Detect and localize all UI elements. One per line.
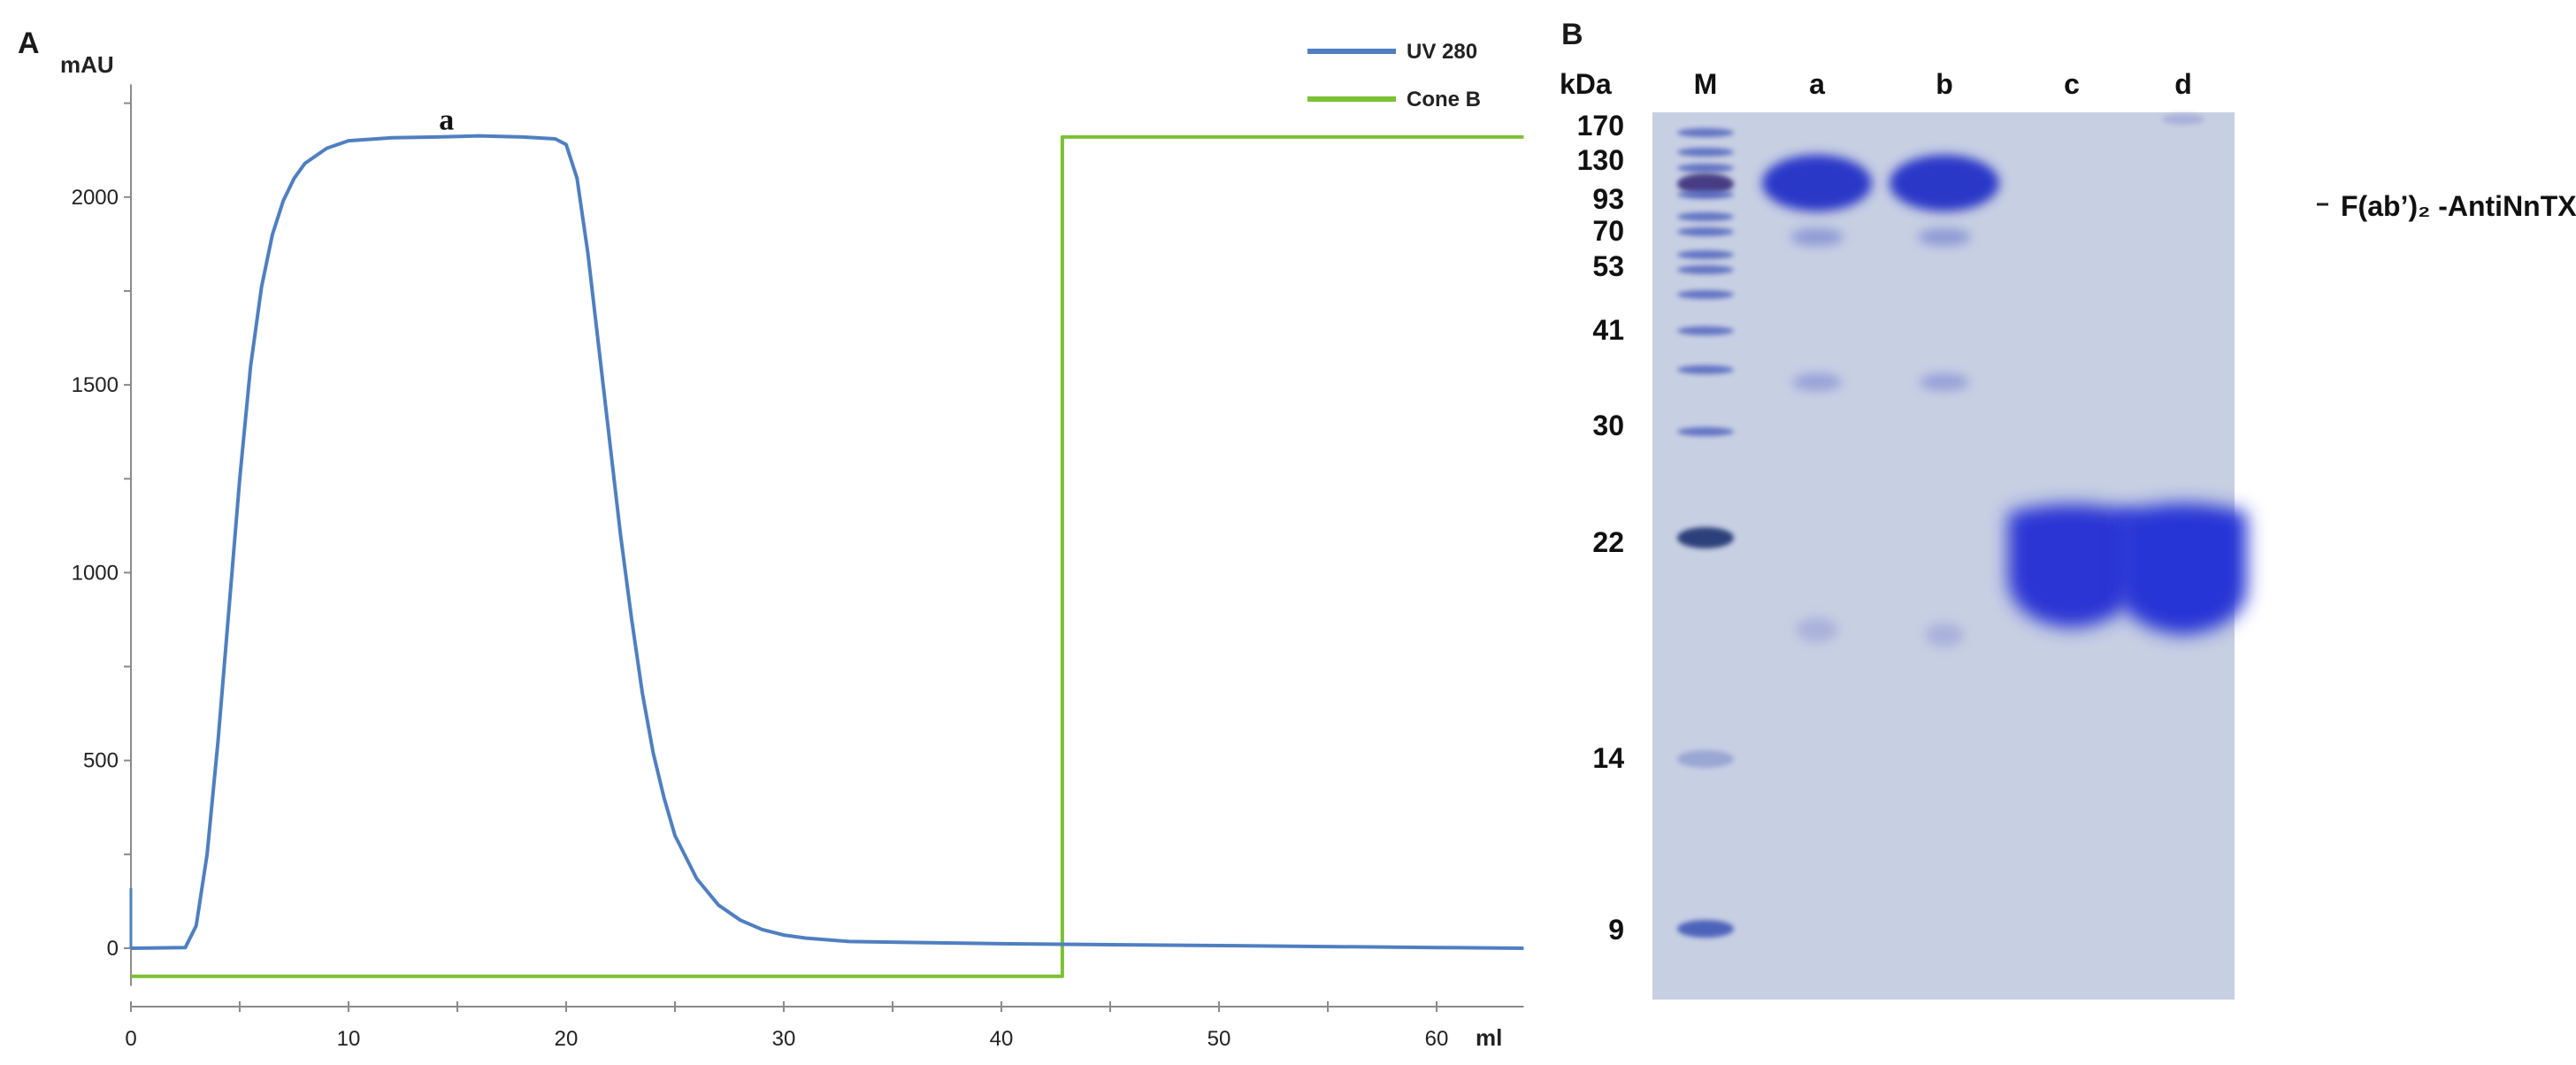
band-lane-a-faint-low xyxy=(1796,617,1838,642)
marker-band xyxy=(1677,164,1734,172)
band-lane-c-broad xyxy=(2008,504,2135,628)
y-axis: 0 500 1000 1500 2000 xyxy=(72,84,132,986)
marker-band xyxy=(1677,227,1734,236)
x-tick-label: 10 xyxy=(337,1027,361,1051)
x-tick-label: 60 xyxy=(1425,1027,1449,1051)
series-line-uv280 xyxy=(130,134,1524,950)
lane-label-d: d xyxy=(2174,68,2192,100)
mw-label-130: 130 xyxy=(1577,144,1624,176)
mw-label-30: 30 xyxy=(1592,410,1624,441)
x-axis-unit-label: ml xyxy=(1476,1024,1502,1051)
y-tick-label: 0 xyxy=(107,937,119,961)
x-tick-label: 30 xyxy=(772,1027,796,1051)
band-lane-b-faint-41 xyxy=(1920,373,1969,391)
chart-legend: UV 280 Cone B xyxy=(1307,40,1481,111)
lane-label-c: c xyxy=(2064,68,2080,100)
lane-label-a: a xyxy=(1809,68,1825,100)
band-lane-a-faint-53 xyxy=(1790,228,1844,246)
marker-bands xyxy=(1677,128,1734,938)
peak-label: a xyxy=(439,103,454,136)
fab2-annotation: F(ab’)₂ -AntiNnTXs xyxy=(2341,190,2576,222)
mw-label-70: 70 xyxy=(1592,215,1624,247)
x-axis: 0 10 20 30 40 50 60 xyxy=(125,1001,1524,1051)
marker-band xyxy=(1677,128,1734,137)
lane-label-b: b xyxy=(1936,68,1953,100)
mw-label-93: 93 xyxy=(1592,183,1624,215)
x-tick-label: 0 xyxy=(125,1027,136,1051)
marker-band xyxy=(1677,750,1734,768)
panel-a-label: A xyxy=(18,27,40,60)
marker-band xyxy=(1677,173,1734,195)
marker-band xyxy=(1677,212,1734,221)
marker-band xyxy=(1677,290,1734,299)
marker-band xyxy=(1677,265,1734,274)
marker-band xyxy=(1677,148,1734,157)
band-lane-b-fab2 xyxy=(1890,155,1999,211)
series-layer xyxy=(129,134,1524,978)
band-lane-a-fab2 xyxy=(1762,155,1872,211)
mw-label-22: 22 xyxy=(1592,526,1624,558)
legend-label-uv280: UV 280 xyxy=(1407,40,1477,64)
y-tick-label: 500 xyxy=(83,749,119,773)
mw-label-53: 53 xyxy=(1592,250,1624,282)
mw-label-41: 41 xyxy=(1592,314,1624,346)
mw-label-14: 14 xyxy=(1592,742,1624,774)
marker-band xyxy=(1677,527,1734,548)
legend-label-cone-b: Cone B xyxy=(1407,88,1481,111)
series-line-cone-b xyxy=(131,134,1524,978)
marker-band xyxy=(1677,190,1734,199)
lane-label-m: M xyxy=(1694,68,1718,100)
marker-band xyxy=(1677,326,1734,335)
band-lane-a-faint-41 xyxy=(1792,373,1842,391)
panel-b-label: B xyxy=(1561,18,1583,51)
band-lane-d-broad xyxy=(2119,503,2247,635)
y-tick-label: 2000 xyxy=(72,186,119,210)
mw-label-9: 9 xyxy=(1608,914,1624,946)
kda-label: kDa xyxy=(1560,68,1612,100)
marker-band xyxy=(1677,427,1734,436)
y-tick-label: 1000 xyxy=(72,561,119,585)
band-lane-b-faint-53 xyxy=(1918,228,1971,246)
x-tick-label: 50 xyxy=(1208,1027,1231,1051)
marker-band xyxy=(1677,250,1734,259)
y-axis-unit-label: mAU xyxy=(60,51,114,78)
marker-band xyxy=(1677,365,1734,374)
y-tick-label: 1500 xyxy=(72,373,119,397)
band-lane-b-faint-low xyxy=(1925,623,1964,647)
sample-bands xyxy=(1762,114,2247,647)
x-tick-label: 20 xyxy=(555,1027,579,1051)
marker-band xyxy=(1677,920,1734,938)
band-lane-d-top-faint xyxy=(2162,114,2204,125)
x-tick-label: 40 xyxy=(990,1027,1014,1051)
mw-label-170: 170 xyxy=(1577,110,1624,142)
